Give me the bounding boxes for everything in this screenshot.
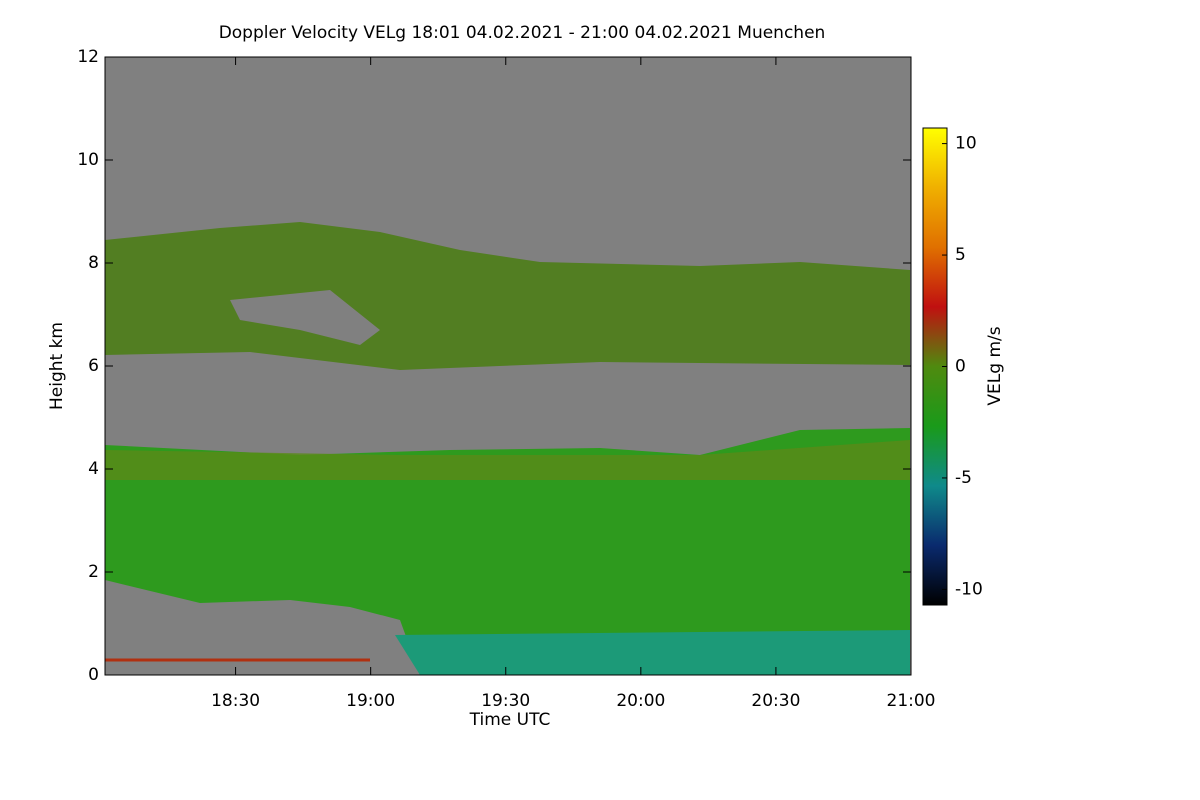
colorbar-label: VELg m/s — [985, 326, 1005, 405]
chart-title: Doppler Velocity VELg 18:01 04.02.2021 -… — [219, 23, 826, 43]
x-tick-label: 21:00 — [887, 691, 936, 711]
x-tick-label: 19:30 — [481, 691, 530, 711]
rain-layer — [395, 630, 910, 675]
colorbar-tick-label: 0 — [955, 357, 966, 377]
y-tick-label: 10 — [77, 150, 99, 170]
x-tick-label: 18:30 — [211, 691, 260, 711]
gap — [230, 290, 380, 345]
x-axis-label: Time UTC — [469, 710, 551, 730]
y-tick-label: 12 — [77, 47, 99, 67]
y-tick-label: 8 — [88, 253, 99, 273]
x-tick-label: 20:00 — [616, 691, 665, 711]
y-tick-label: 0 — [88, 665, 99, 685]
colorbar-tick-label: -10 — [955, 579, 983, 599]
x-tick-label: 19:00 — [346, 691, 395, 711]
lower-cloud-layer — [105, 428, 910, 675]
y-tick-label: 2 — [88, 562, 99, 582]
upper-cloud-layer — [105, 222, 910, 370]
colorbar-tick-label: 10 — [955, 134, 977, 154]
colorbar-tick-label: -5 — [955, 468, 972, 488]
y-tick-label: 4 — [88, 459, 99, 479]
y-tick-label: 6 — [88, 356, 99, 376]
colorbar-tick-label: 5 — [955, 245, 966, 265]
heatmap-approximation — [105, 222, 910, 675]
x-tick-label: 20:30 — [751, 691, 800, 711]
cloud-top — [105, 440, 910, 480]
y-axis-label: Height km — [47, 322, 67, 410]
